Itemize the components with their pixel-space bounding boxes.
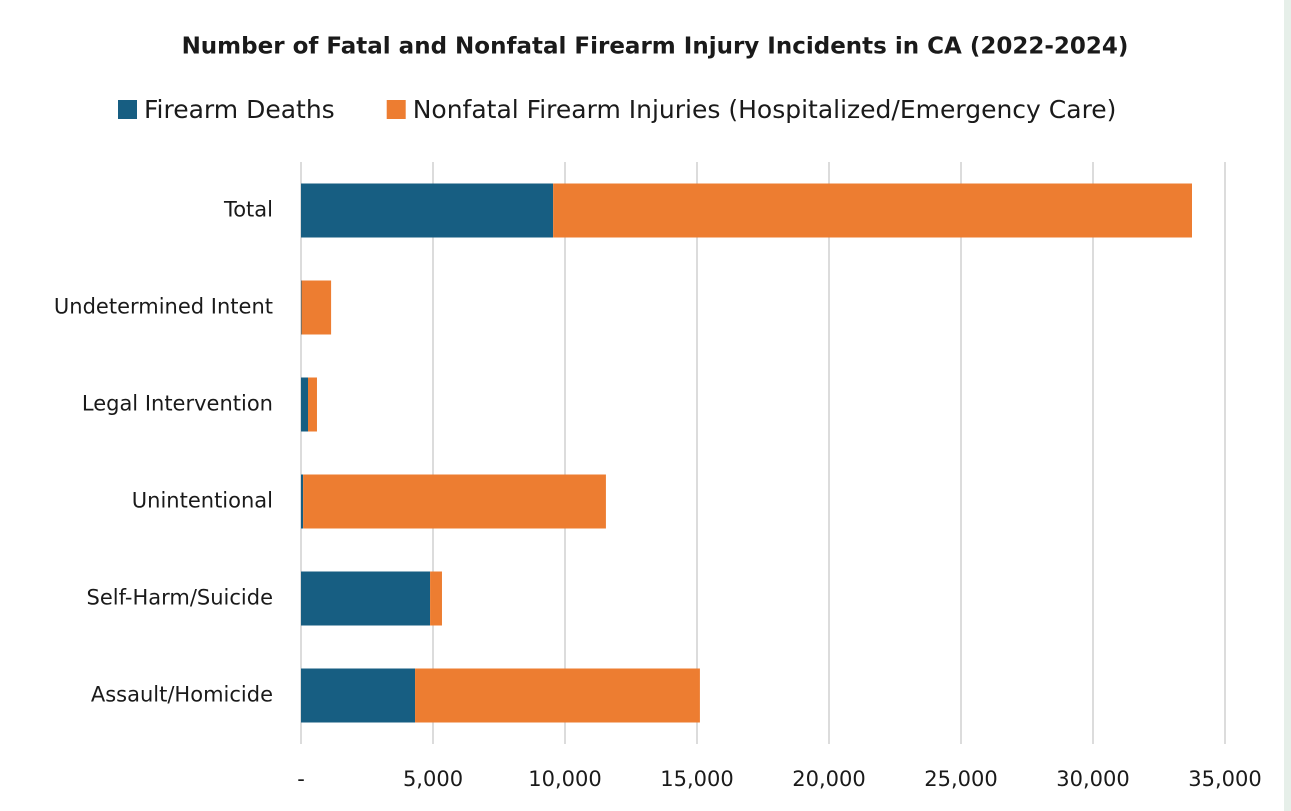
bar [430,571,442,626]
x-tick-label: - [297,767,305,791]
y-tick-label: Legal Intervention [82,392,273,416]
legend-swatch [118,100,137,119]
bar [307,377,317,432]
legend-swatch [386,100,406,119]
x-tick-label: 20,000 [792,767,865,791]
y-tick-label: Total [223,198,273,222]
x-tick-label: 5,000 [403,767,463,791]
bar [415,668,700,723]
x-tick-label: 25,000 [924,767,997,791]
bar [301,183,554,238]
bar [303,474,606,529]
y-tick-label: Undetermined Intent [54,295,273,319]
legend-label: Firearm Deaths [144,95,335,124]
bar [301,571,431,626]
y-tick-label: Self-Harm/Suicide [87,586,273,610]
x-tick-label: 15,000 [660,767,733,791]
bar [301,474,304,529]
y-tick-label: Unintentional [132,489,273,513]
bar [301,280,332,335]
legend-label: Nonfatal Firearm Injuries (Hospitalized/… [413,95,1117,124]
edge [1284,0,1291,811]
y-tick-label: Assault/Homicide [91,683,273,707]
bar [301,280,302,335]
bar [301,377,308,432]
x-tick-label: 10,000 [528,767,601,791]
bar [301,668,416,723]
legend: Firearm Deaths Nonfatal Firearm Injuries … [118,95,1116,124]
bar [553,183,1192,238]
chart-title: Number of Fatal and Nonfatal Firearm Inj… [182,34,1129,60]
x-tick-label: 35,000 [1188,767,1261,791]
x-tick-label: 30,000 [1056,767,1129,791]
